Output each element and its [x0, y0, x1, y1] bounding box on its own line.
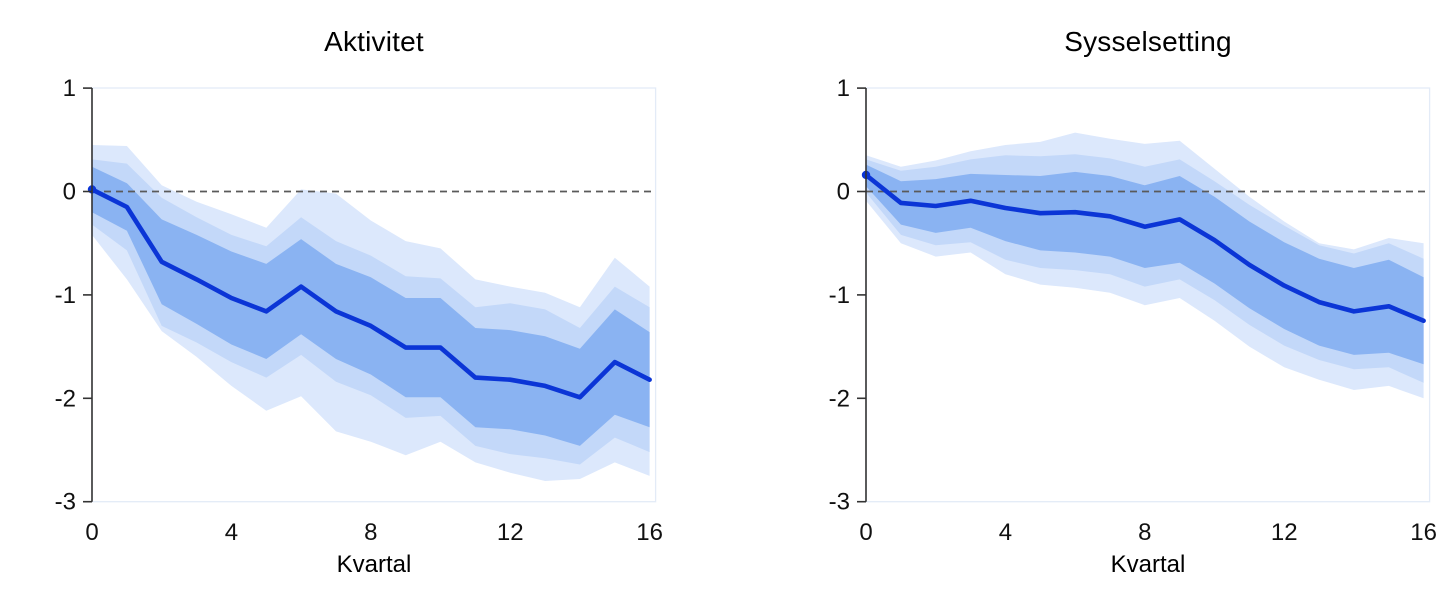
y-tick-label: -3	[829, 489, 850, 516]
inner-band	[92, 166, 650, 446]
x-tick-label: 4	[999, 519, 1012, 546]
x-tick-label: 12	[1271, 519, 1298, 546]
chart-title-sysselsetting: Sysselsetting	[1064, 26, 1232, 57]
y-tick-label: -1	[829, 282, 850, 309]
x-tick-label: 4	[225, 519, 238, 546]
chart-panel-aktivitet: 1 0 -1 -2 -3 0 4 8 12 16	[55, 75, 663, 546]
y-tick-label: -3	[55, 489, 76, 516]
x-tick-label: 0	[85, 519, 98, 546]
y-tick-label: 0	[837, 179, 850, 206]
y-tick-label: 1	[63, 75, 76, 102]
y-tick-label: -2	[829, 385, 850, 412]
y-tick-label: -1	[55, 282, 76, 309]
x-axis-title-left: Kvartal	[336, 551, 412, 578]
y-tick-label: 0	[63, 179, 76, 206]
inner-band	[866, 164, 1424, 365]
chart-title-aktivitet: Aktivitet	[324, 26, 424, 57]
x-axis-title-right: Kvartal	[1110, 551, 1186, 578]
x-tick-label: 16	[1410, 519, 1437, 546]
x-tick-label: 0	[859, 519, 872, 546]
chart-panel-sysselsetting: 1 0 -1 -2 -3 0 4 8 12 16	[829, 75, 1437, 546]
y-tick-label: 1	[837, 75, 850, 102]
x-tick-label: 8	[364, 519, 377, 546]
x-tick-label: 8	[1138, 519, 1151, 546]
median-line	[863, 172, 1426, 324]
x-tick-label: 16	[636, 519, 663, 546]
median-line	[89, 187, 652, 400]
y-tick-label: -2	[55, 385, 76, 412]
x-tick-label: 12	[497, 519, 524, 546]
